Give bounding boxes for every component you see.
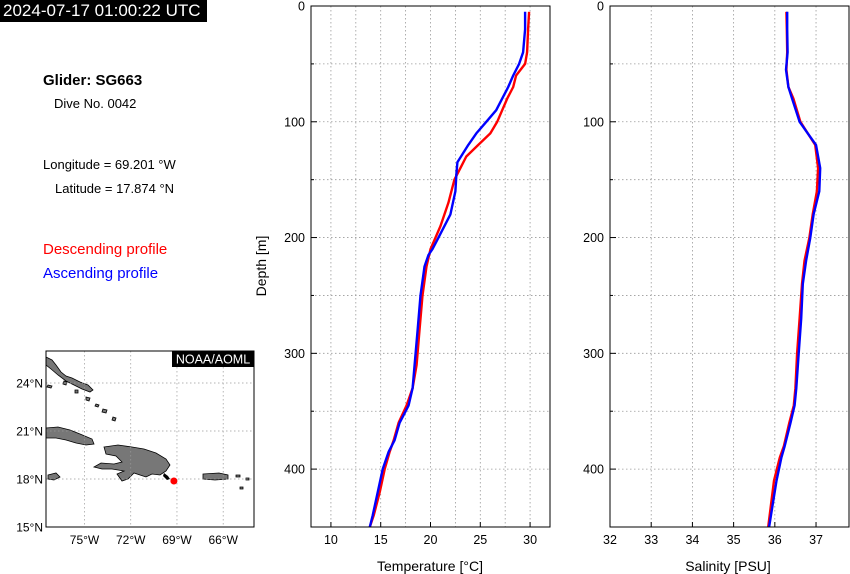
descending-profile-line	[368, 11, 531, 528]
map-lat-label: 24°N	[16, 377, 43, 391]
salinity-xlabel: Salinity [PSU]	[685, 558, 771, 574]
timestamp-banner: 2024-07-17 01:00:22 UTC	[0, 0, 207, 22]
latitude-readout: Latitude = 17.874 °N	[55, 181, 175, 196]
map-lat-label: 15°N	[16, 521, 43, 535]
map-land-hispaniola	[92, 444, 171, 482]
y-tick-label: 0	[597, 0, 604, 14]
descending-profile-line	[767, 11, 820, 528]
x-tick-label: 10	[324, 533, 338, 547]
map-land-bahamas	[46, 380, 117, 422]
dive-number: Dive No. 0042	[54, 96, 137, 111]
map-lon-label: 69°W	[162, 533, 192, 547]
legend-descending: Descending profile	[43, 241, 168, 258]
temperature-series	[368, 11, 531, 528]
y-tick-label: 0	[298, 0, 305, 14]
x-tick-label: 37	[809, 533, 823, 547]
ascending-profile-line	[767, 11, 822, 528]
salinity-series	[767, 11, 822, 528]
map-ticks: 24°N 21°N 18°N 15°N 75°W 72°W 69°W 66°W	[16, 377, 238, 548]
y-tick-label: 400	[583, 463, 604, 477]
glider-position-marker	[170, 477, 178, 485]
map-frame	[45, 350, 255, 528]
y-tick-label: 300	[583, 347, 604, 361]
depth-ylabel: Depth [m]	[253, 236, 269, 297]
x-tick-label: 34	[685, 533, 699, 547]
map-lat-label: 18°N	[16, 473, 43, 487]
temperature-grid	[311, 5, 550, 528]
x-tick-label: 36	[768, 533, 782, 547]
map-grid	[46, 351, 254, 527]
y-tick-label: 100	[284, 115, 305, 129]
map-lon-label: 75°W	[70, 533, 100, 547]
salinity-grid	[609, 5, 849, 528]
map-lon-label: 66°W	[208, 533, 238, 547]
y-tick-label: 200	[583, 231, 604, 245]
x-tick-label: 20	[424, 533, 438, 547]
temperature-xlabel: Temperature [°C]	[377, 558, 483, 574]
map-land-cuba-south	[45, 426, 95, 446]
ascending-profile-line	[368, 11, 527, 528]
y-tick-label: 200	[284, 231, 305, 245]
map-lat-label: 21°N	[16, 425, 43, 439]
salinity-frame	[609, 5, 850, 528]
x-tick-label: 35	[727, 533, 741, 547]
legend-ascending: Ascending profile	[43, 265, 159, 282]
glider-title: Glider: SG663	[43, 72, 143, 89]
x-tick-label: 30	[523, 533, 537, 547]
map-land	[45, 356, 250, 490]
salinity-profile-chart: 32 33 34 35 36 37 0 100 200 300 400 Salinity [PSU]	[583, 0, 850, 574]
x-tick-label: 33	[644, 533, 658, 547]
y-tick-label: 300	[284, 347, 305, 361]
x-tick-label: 15	[374, 533, 388, 547]
salinity-ticks: 32 33 34 35 36 37 0 100 200 300 400	[583, 0, 823, 547]
map-lon-label: 72°W	[116, 533, 146, 547]
location-map: 24°N 21°N 18°N 15°N 75°W 72°W 69°W 66°W NOAA/AO…	[16, 350, 255, 548]
y-tick-label: 100	[583, 115, 604, 129]
map-credit: NOAA/AOML	[176, 353, 250, 367]
map-land-jamaica	[47, 472, 61, 481]
map-credit-bg	[172, 351, 254, 367]
y-tick-label: 400	[284, 463, 305, 477]
x-tick-label: 32	[603, 533, 617, 547]
longitude-readout: Longitude = 69.201 °W	[43, 157, 176, 172]
x-tick-label: 25	[473, 533, 487, 547]
glider-track	[163, 473, 170, 480]
map-land-cuba	[45, 356, 94, 393]
